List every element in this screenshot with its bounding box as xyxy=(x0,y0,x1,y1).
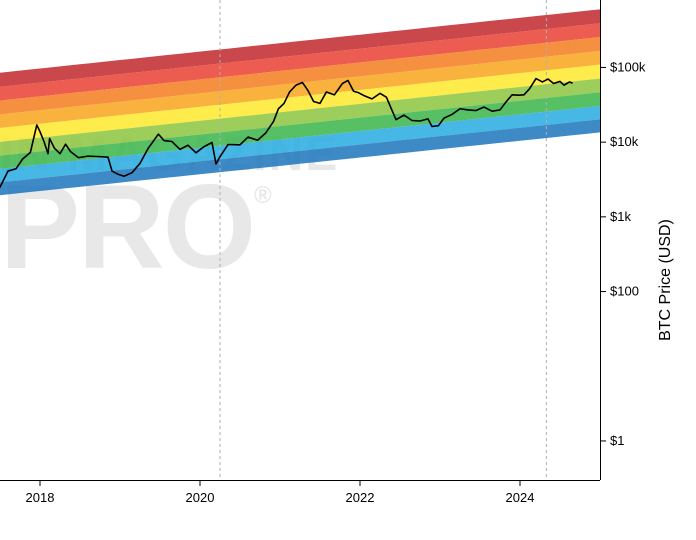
y-tick-label: $100 xyxy=(610,284,639,299)
y-axis-label: BTC Price (USD) xyxy=(657,219,674,341)
btc-rainbow-chart: IN MAGAZINE PRO® $1$100$1k$10k$100k 2018… xyxy=(0,0,696,540)
x-tick-label: 2020 xyxy=(186,490,215,505)
rainbow-bands xyxy=(0,9,600,195)
y-tick-label: $10k xyxy=(610,134,639,149)
x-tick-label: 2022 xyxy=(346,490,375,505)
y-tick-label: $1 xyxy=(610,433,624,448)
x-tick-label: 2018 xyxy=(26,490,55,505)
x-tick-label: 2024 xyxy=(506,490,535,505)
y-tick-labels: $1 $100 $1k $10k $100k xyxy=(610,59,646,447)
y-tick-label: $100k xyxy=(610,59,646,74)
chart-svg: $1 $100 $1k $10k $100k 2018 2020 2022 2024 BTC … xyxy=(0,0,696,540)
y-tick-label: $1k xyxy=(610,209,631,224)
x-tick-labels: 2018 2020 2022 2024 xyxy=(26,490,535,505)
